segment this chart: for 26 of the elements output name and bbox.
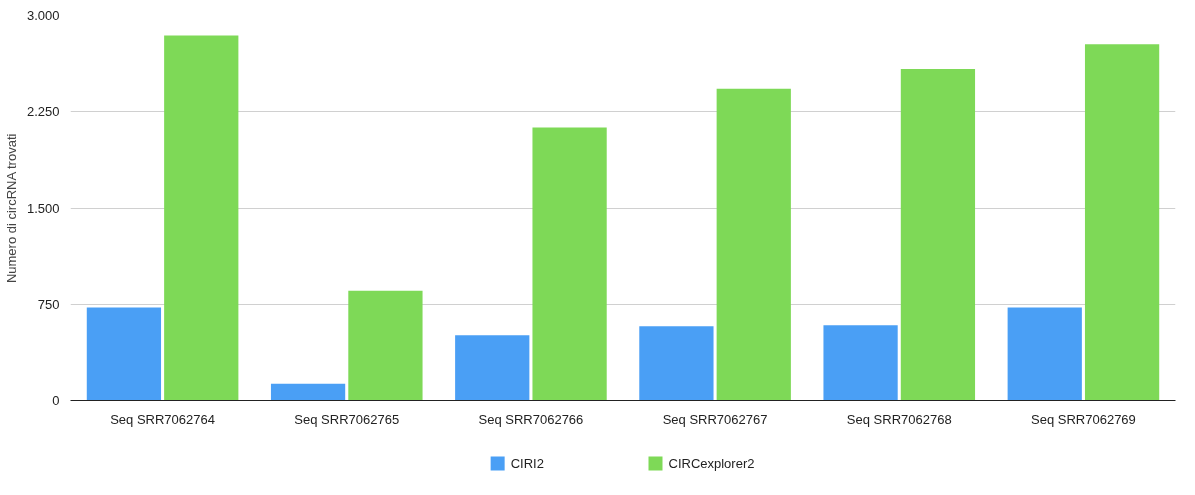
x-tick-label: Seq SRR7062768	[846, 411, 952, 427]
bar	[1084, 44, 1160, 401]
bar	[900, 69, 976, 401]
bar	[270, 383, 346, 401]
y-tick-label: 3.000	[26, 8, 60, 23]
x-tick-label: Seq SRR7062766	[478, 411, 584, 427]
y-tick-label: 1.500	[26, 200, 60, 216]
bar	[639, 326, 714, 401]
bar	[164, 35, 239, 401]
x-tick-label: Seq SRR7062765	[294, 411, 400, 427]
bar	[716, 88, 791, 401]
y-tick-label: 2.250	[26, 104, 60, 120]
x-tick-label: Seq SRR7062767	[662, 411, 768, 427]
bar	[86, 307, 162, 401]
bar	[532, 127, 607, 401]
x-tick-label: Seq SRR7062764	[110, 411, 215, 427]
bar	[823, 325, 898, 401]
bar	[348, 290, 423, 401]
bar	[1007, 307, 1082, 401]
y-tick-label: 0	[52, 393, 60, 408]
bar	[455, 335, 530, 401]
y-tick-label: 750	[37, 296, 60, 312]
y-axis-title: Numero di circRNA trovati	[3, 133, 19, 284]
x-tick-label: Seq SRR7062769	[1031, 411, 1136, 427]
legend-label: CIRI2	[510, 456, 544, 471]
legend-label: CIRCexplorer2	[668, 456, 755, 471]
